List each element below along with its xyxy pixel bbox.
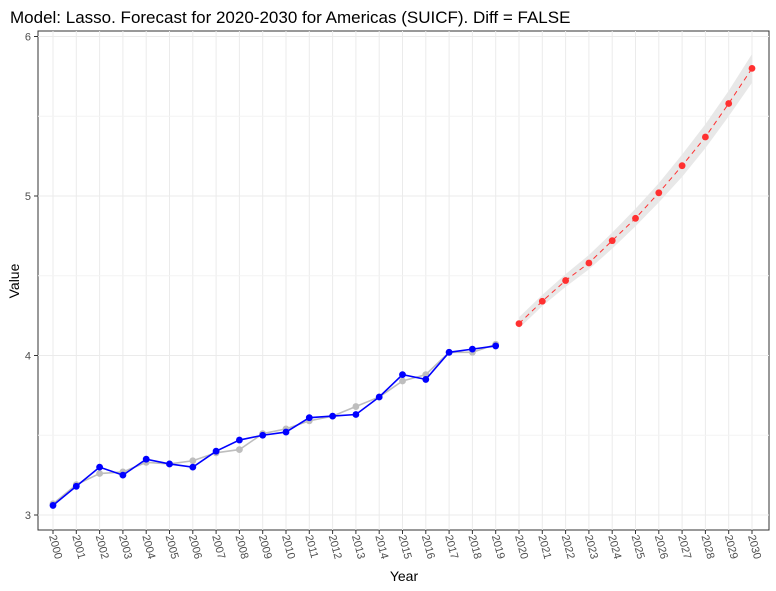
x-tick-label: 2007 (209, 534, 227, 561)
series-1-point (236, 436, 243, 444)
data-series (49, 65, 756, 509)
series-0-point (399, 377, 406, 385)
x-tick-label: 2012 (326, 534, 344, 561)
series-2-point (725, 100, 733, 107)
series-1-point (49, 502, 57, 509)
series-0-point (96, 470, 103, 477)
x-tick-label: 2020 (512, 534, 530, 561)
series-0-point (352, 403, 360, 410)
series-1-point (445, 348, 453, 356)
x-tick-label: 2027 (675, 534, 693, 561)
y-tick-label: 5 (25, 191, 31, 203)
x-tick-label: 2003 (116, 534, 134, 561)
chart-title: Model: Lasso. Forecast for 2020-2030 for… (10, 8, 570, 27)
series-2-point (632, 214, 639, 222)
grid-lines (38, 31, 769, 530)
x-tick-label: 2018 (466, 534, 484, 561)
y-tick-label: 4 (25, 351, 31, 363)
series-1-point (212, 447, 220, 455)
x-tick-label: 2016 (419, 534, 437, 561)
y-axis-ticks: 3 4 5 6 (25, 32, 38, 522)
series-1-point (189, 463, 197, 471)
x-tick-label: 2001 (69, 534, 87, 561)
series-1-point (119, 471, 127, 479)
x-tick-label: 2021 (535, 534, 553, 561)
x-tick-label: 2002 (93, 534, 111, 561)
series-2-point (702, 133, 709, 141)
x-tick-label: 2019 (489, 534, 507, 561)
series-1-point (142, 455, 150, 463)
series-1-point (72, 482, 80, 490)
series-1-point (96, 463, 103, 471)
y-tick-label: 3 (25, 510, 31, 522)
x-tick-label: 2014 (372, 534, 390, 561)
series-2-point (655, 189, 663, 197)
x-tick-label: 2010 (279, 534, 297, 561)
series-1-point (329, 412, 336, 420)
series-2-point (515, 320, 523, 327)
x-axis-title: Year (390, 568, 419, 584)
series-1-point (375, 393, 383, 401)
x-tick-label: 2023 (582, 534, 600, 561)
x-tick-label: 2026 (652, 534, 670, 561)
series-1-point (422, 376, 430, 383)
x-tick-label: 2009 (256, 534, 274, 561)
x-tick-label: 2000 (46, 534, 64, 561)
series-2-point (678, 162, 686, 170)
x-tick-label: 2028 (699, 534, 717, 561)
x-tick-label: 2017 (442, 534, 460, 561)
y-tick-label: 6 (25, 32, 31, 44)
series-line-1 (52, 345, 496, 507)
x-tick-label: 2024 (605, 534, 623, 561)
x-axis-ticks: 2000 2001 2002 2003 2004 2005 2006 2007 2008 2009… (46, 530, 763, 560)
series-1-point (399, 371, 406, 379)
series-1-point (352, 411, 360, 418)
series-0-point (189, 457, 197, 465)
x-tick-label: 2030 (745, 534, 763, 561)
series-2-point (585, 259, 593, 267)
series-1-point (305, 414, 313, 422)
series-1-point (492, 342, 500, 350)
x-tick-label: 2008 (233, 534, 251, 561)
series-0-point (236, 446, 243, 454)
series-2-point (748, 65, 756, 72)
series-1-point (282, 428, 290, 436)
x-tick-label: 2011 (302, 534, 320, 560)
series-1-point (469, 345, 476, 353)
y-axis-title: Value (6, 263, 22, 298)
x-tick-label: 2006 (186, 534, 204, 561)
series-2-point (562, 277, 569, 284)
x-tick-label: 2005 (163, 534, 181, 561)
x-tick-label: 2029 (722, 534, 740, 561)
x-tick-label: 2025 (629, 534, 647, 561)
series-2-point (538, 297, 546, 305)
x-tick-label: 2015 (396, 534, 414, 561)
plot-panel (37, 30, 770, 531)
series-2-point (608, 237, 616, 245)
x-tick-label: 2013 (349, 534, 367, 561)
series-1-point (259, 431, 267, 439)
x-tick-label: 2022 (559, 534, 577, 561)
series-1-point (166, 460, 173, 468)
x-tick-label: 2004 (139, 534, 157, 561)
series-line-0 (52, 343, 496, 505)
